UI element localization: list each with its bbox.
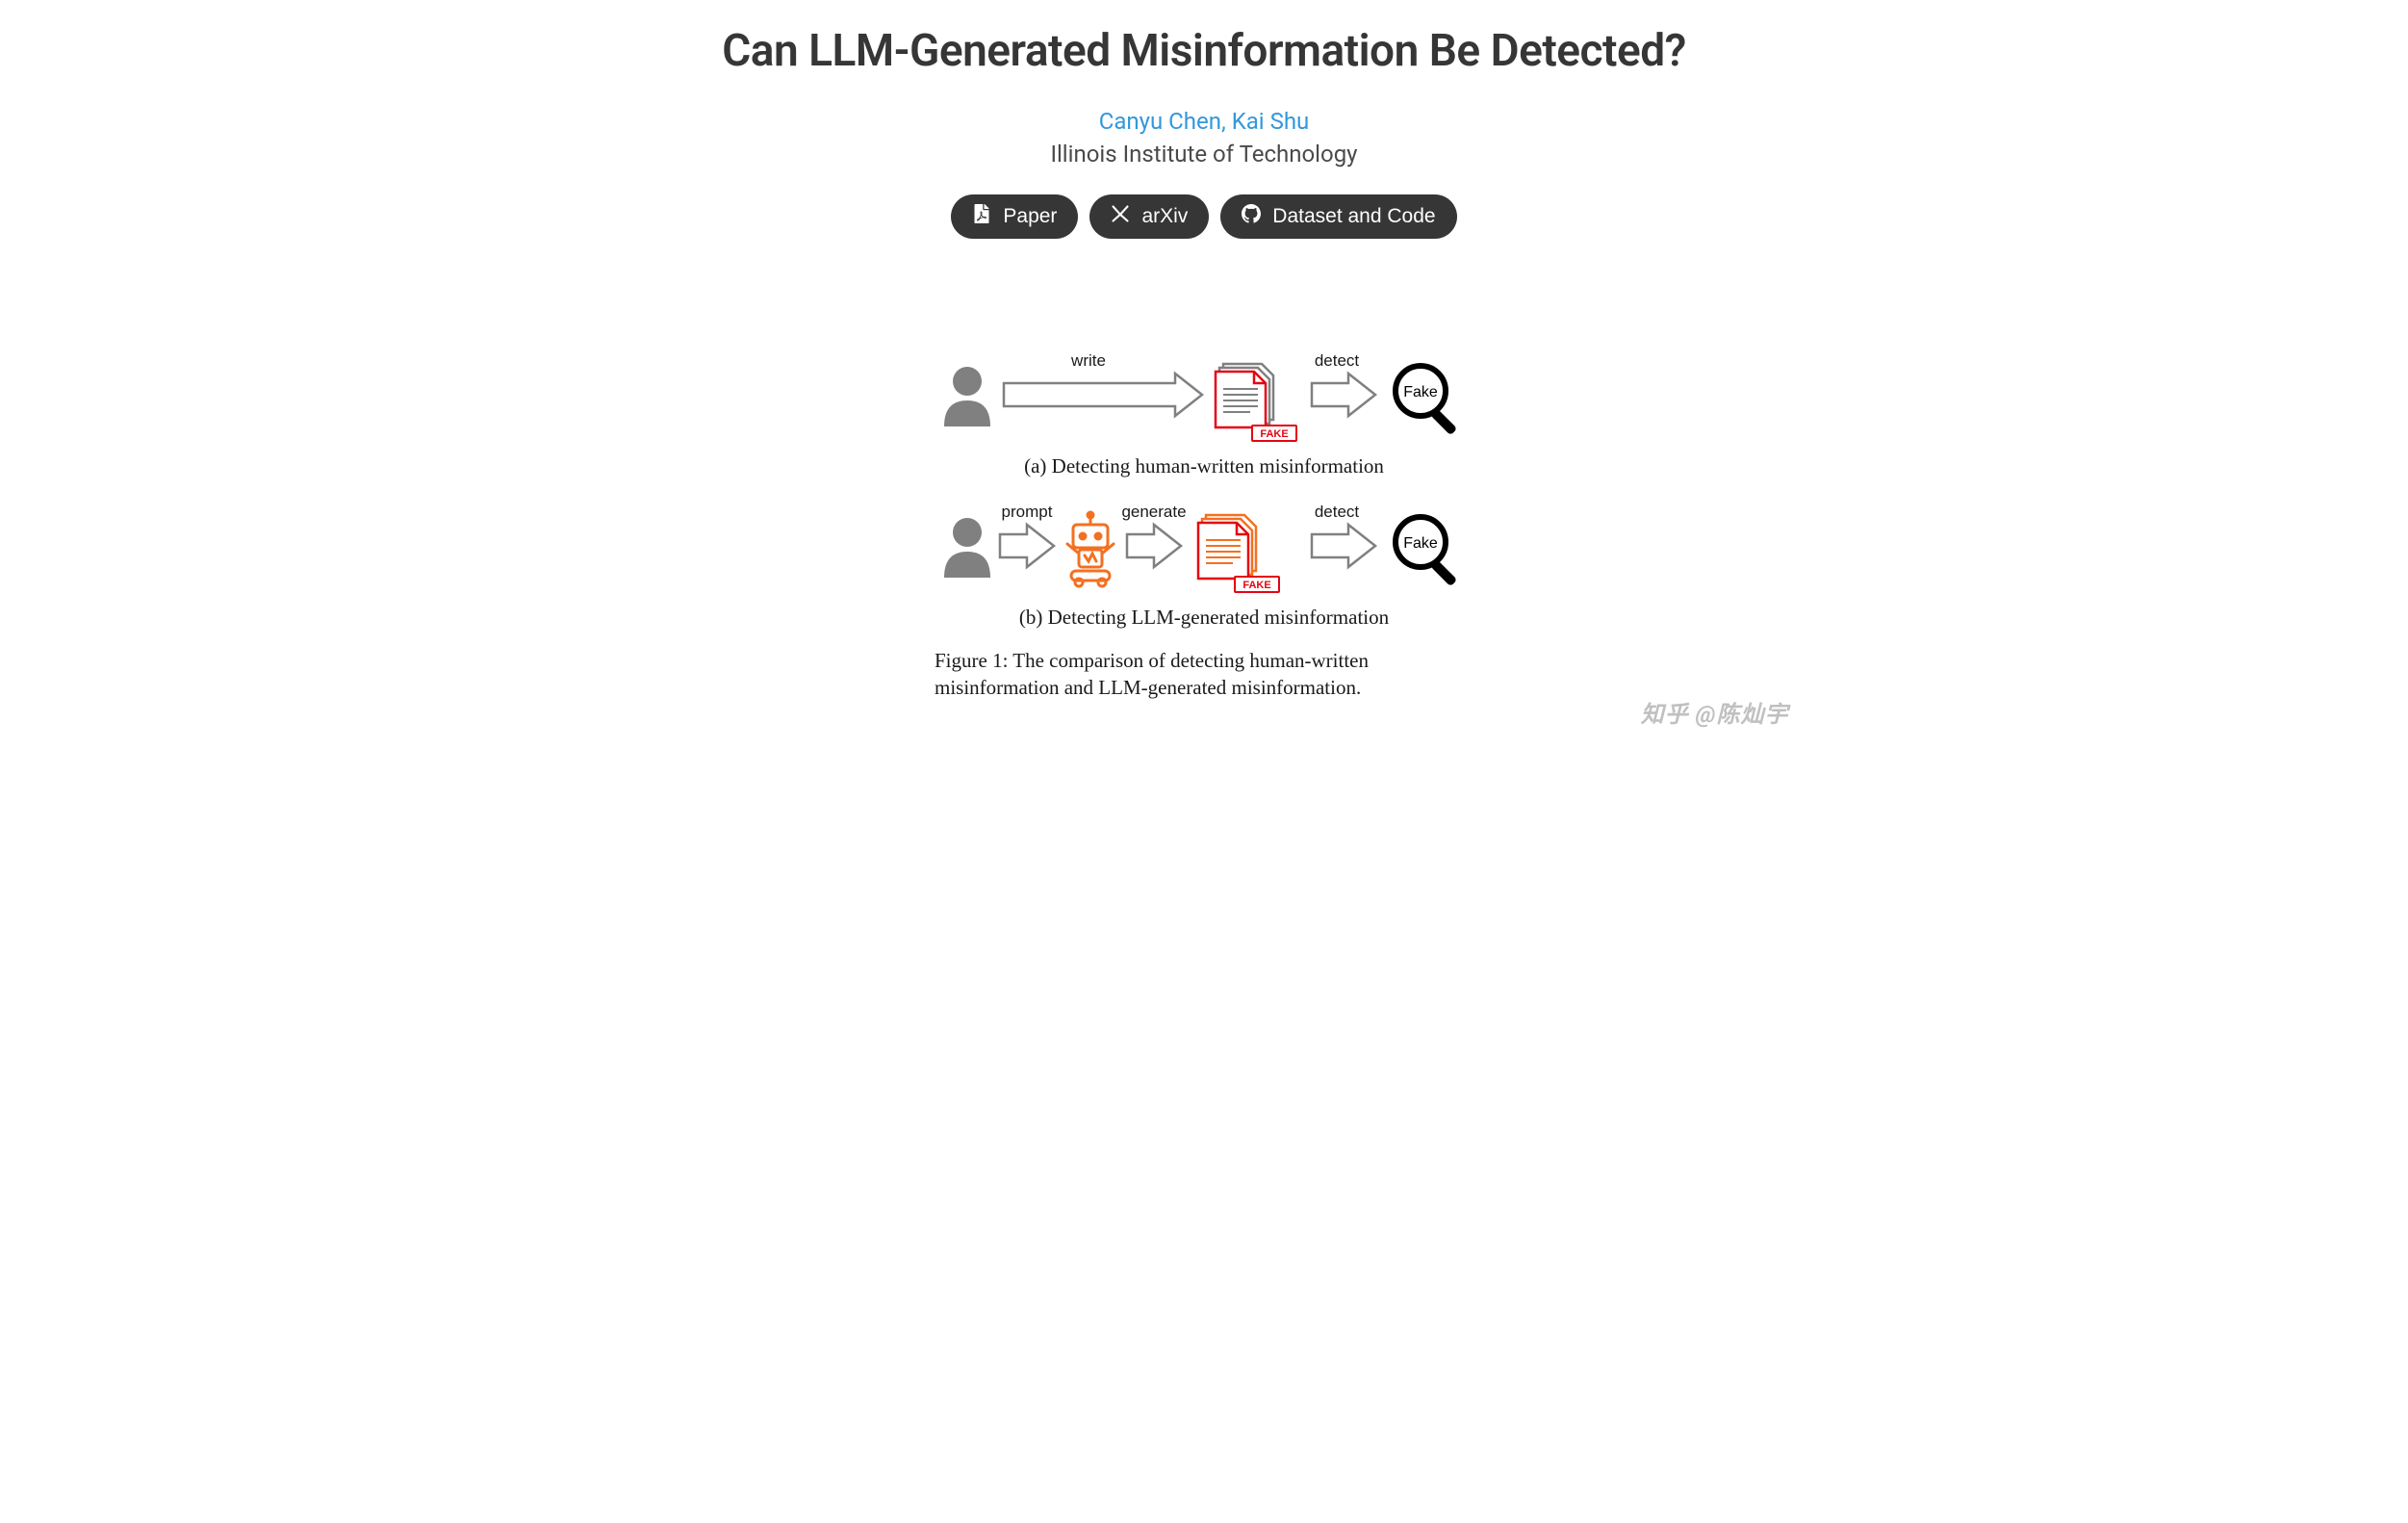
arrow-icon [1127,525,1181,567]
paper-button[interactable]: Paper [951,194,1078,239]
row-a-arrow2-label: detect [1315,351,1360,370]
affiliation: Illinois Institute of Technology [622,141,1787,168]
arrow-icon [1000,525,1054,567]
arxiv-icon [1111,204,1130,229]
author-link-1[interactable]: Canyu Chen [1099,108,1221,135]
author-separator: , [1221,108,1232,135]
arrow-icon [1312,374,1375,416]
author-link-2[interactable]: Kai Shu [1232,108,1310,135]
dataset-button-label: Dataset and Code [1272,205,1435,228]
figure-row-a-caption: (a) Detecting human-written misinformati… [935,454,1473,478]
row-b-arrow3-label: detect [1315,503,1360,521]
figure-row-b-caption: (b) Detecting LLM-generated misinformati… [935,606,1473,630]
arxiv-button-label: arXiv [1141,205,1188,228]
dataset-button[interactable]: Dataset and Code [1220,194,1456,239]
document-stack-icon: FAKE [1216,364,1296,441]
row-a-fake-tag: FAKE [1260,428,1288,440]
row-b-magnifier-text: Fake [1403,535,1438,552]
figure-row-a: write [935,345,1473,451]
row-a-magnifier-text: Fake [1403,384,1438,400]
magnifier-icon: Fake [1396,366,1457,435]
github-icon [1242,204,1261,229]
magnifier-icon: Fake [1396,517,1457,586]
row-b-arrow2-label: generate [1121,503,1186,521]
page-title: Can LLM-Generated Misinformation Be Dete… [622,25,1787,77]
pdf-icon [972,204,991,229]
figure-row-b: prompt generate [935,496,1473,602]
row-b-arrow1-label: prompt [1002,503,1053,521]
person-icon [944,518,990,578]
authors-line: Canyu Chen, Kai Shu [622,108,1787,135]
figure-1: write [935,345,1473,702]
figure-caption: Figure 1: The comparison of detecting hu… [935,647,1473,702]
paper-button-label: Paper [1003,205,1057,228]
arrow-icon [1004,374,1202,416]
document-stack-icon: FAKE [1198,515,1279,592]
row-a-arrow1-label: write [1070,351,1106,370]
person-icon [944,367,990,426]
watermark-text: 知乎 @陈灿宇 [1641,695,1789,729]
robot-icon [1067,512,1114,586]
row-b-fake-tag: FAKE [1242,580,1270,591]
arrow-icon [1312,525,1375,567]
arxiv-button[interactable]: arXiv [1089,194,1209,239]
button-row: Paper arXiv Dataset and Code [622,194,1787,239]
